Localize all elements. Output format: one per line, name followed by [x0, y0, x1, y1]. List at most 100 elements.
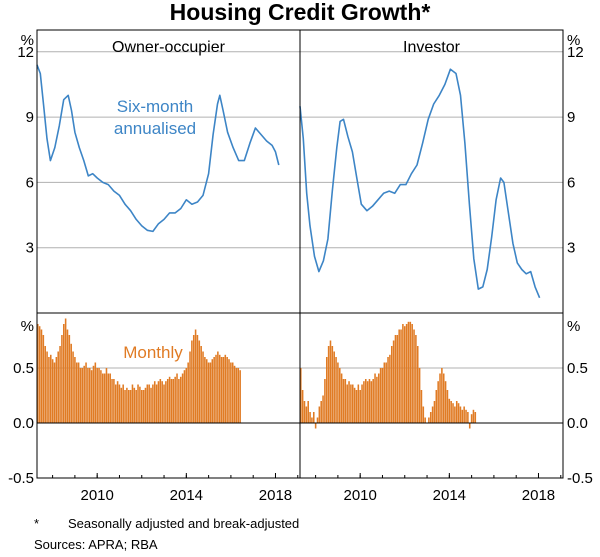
- bar-investor-29: [353, 387, 356, 423]
- bar-owner-55: [139, 386, 141, 423]
- ytick-top-3-right: 3: [567, 240, 575, 257]
- ytick-bottom-0.0-left: 0.0: [13, 415, 34, 432]
- bar-owner-30: [92, 365, 95, 423]
- chart-title: Housing Credit Growth*: [169, 0, 431, 25]
- bar-owner-92: [207, 362, 210, 423]
- bar-investor-92: [470, 414, 473, 423]
- ytick-top-6-right: 6: [567, 174, 575, 191]
- bar-owner-99: [220, 357, 223, 423]
- bar-owner-44: [118, 384, 121, 423]
- bar-owner-29: [90, 370, 93, 423]
- bar-owner-82: [189, 351, 191, 423]
- xtick-label-2014: 2014: [170, 487, 203, 504]
- bar-owner-94: [211, 359, 214, 423]
- bar-owner-17: [68, 335, 71, 423]
- bar-owner-19: [72, 351, 74, 423]
- bar-investor-2: [303, 401, 306, 423]
- bar-investor-71: [431, 406, 434, 423]
- bar-owner-87: [198, 340, 201, 423]
- bar-owner-101: [224, 354, 227, 423]
- bar-owner-90: [204, 357, 206, 423]
- bar-owner-49: [127, 390, 130, 423]
- bar-investor-48: [389, 354, 391, 423]
- footnote-text: Seasonally adjusted and break-adjusted: [68, 516, 300, 531]
- bar-owner-59: [146, 384, 149, 423]
- xtick-label-2010: 2010: [80, 487, 113, 504]
- bar-owner-109: [239, 370, 241, 423]
- bar-investor-76: [441, 368, 443, 423]
- bar-investor-33: [361, 384, 363, 423]
- bar-owner-48: [126, 387, 128, 423]
- bar-investor-74: [437, 381, 439, 423]
- bar-owner-39: [109, 373, 111, 423]
- bar-investor-11: [320, 401, 322, 423]
- bar-investor-18: [333, 351, 335, 423]
- bar-owner-98: [218, 354, 221, 423]
- bar-owner-24: [81, 368, 84, 423]
- bar-owner-53: [135, 390, 137, 423]
- bar-owner-74: [174, 376, 176, 423]
- bar-owner-96: [215, 354, 217, 423]
- bar-investor-36: [366, 381, 369, 423]
- bar-owner-36: [103, 373, 106, 423]
- bar-owner-54: [137, 384, 139, 423]
- bar-investor-30: [355, 390, 358, 423]
- panel-title-investor: Investor: [403, 39, 461, 56]
- bar-investor-79: [446, 390, 449, 423]
- bar-owner-6: [48, 357, 50, 423]
- bar-owner-76: [178, 379, 180, 423]
- bar-owner-107: [235, 368, 238, 423]
- bar-investor-0: [300, 368, 302, 423]
- bar-owner-83: [191, 340, 193, 423]
- bar-investor-70: [429, 412, 432, 423]
- bar-investor-8: [314, 423, 317, 429]
- ytick-bottom--0.5-left: -0.5: [8, 470, 34, 487]
- bar-investor-32: [359, 390, 361, 423]
- bar-owner-70: [166, 379, 169, 423]
- ytick-top-12-right: 12: [567, 44, 584, 61]
- sources: Sources: APRA; RBA: [34, 537, 158, 552]
- xtick-label-2010: 2010: [343, 487, 376, 504]
- bar-owner-23: [79, 368, 82, 423]
- bar-investor-15: [327, 346, 330, 423]
- bar-owner-95: [213, 357, 215, 423]
- bar-investor-27: [350, 384, 352, 423]
- bar-owner-40: [111, 379, 113, 423]
- bar-investor-80: [448, 398, 451, 423]
- unit-bottom-left: %: [21, 318, 34, 335]
- bar-owner-69: [165, 381, 167, 423]
- annotation-six-month-0: Six-month: [117, 97, 194, 116]
- bar-investor-37: [368, 379, 371, 423]
- bar-owner-61: [150, 387, 152, 423]
- panel-frames: [36, 29, 564, 479]
- bar-investor-49: [390, 346, 393, 423]
- bar-investor-59: [409, 321, 412, 423]
- bar-investor-53: [398, 329, 400, 423]
- bar-investor-47: [387, 357, 389, 423]
- bar-investor-35: [364, 379, 367, 423]
- bar-investor-7: [312, 412, 315, 423]
- ytick-bottom-0.5-right: 0.5: [567, 360, 588, 377]
- bar-investor-43: [379, 368, 382, 423]
- bar-owner-21: [75, 362, 78, 423]
- bar-investor-64: [418, 368, 421, 423]
- bar-investor-88: [463, 406, 465, 423]
- bar-investor-93: [472, 409, 475, 423]
- bar-owner-26: [85, 362, 87, 423]
- bar-owner-34: [100, 370, 102, 423]
- ytick-top-9-left: 9: [26, 109, 34, 126]
- bar-investor-16: [329, 340, 332, 423]
- panel-title-owner-occupier: Owner-occupier: [112, 39, 226, 56]
- bar-owner-33: [98, 368, 100, 423]
- bar-investor-73: [435, 390, 438, 423]
- ytick-bottom--0.5-right: -0.5: [567, 470, 593, 487]
- bar-owner-66: [159, 379, 162, 423]
- bar-owner-13: [61, 335, 63, 423]
- bar-investor-86: [459, 406, 462, 423]
- bar-owner-60: [148, 384, 150, 423]
- bar-owner-78: [181, 373, 184, 423]
- unit-bottom-right: %: [567, 318, 580, 335]
- bar-investor-14: [325, 357, 328, 423]
- annotation-six-month-1: annualised: [114, 119, 196, 138]
